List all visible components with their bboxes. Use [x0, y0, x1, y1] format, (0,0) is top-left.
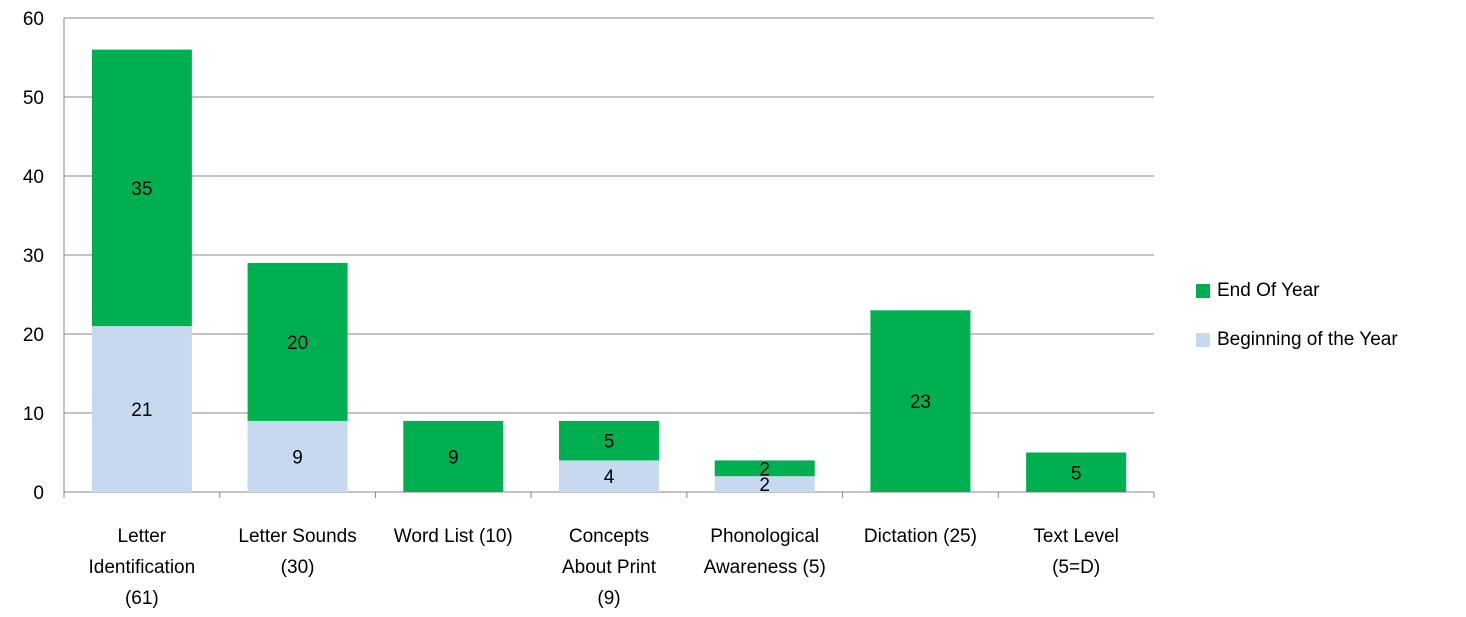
category-label: Concepts	[569, 526, 649, 547]
y-tick-label: 10	[23, 404, 44, 425]
data-label-end: 35	[131, 179, 152, 200]
y-axis-tick-labels: 0 10 20 30 40 50 60	[23, 9, 44, 504]
y-tick-label: 20	[23, 325, 44, 346]
gridlines	[63, 17, 1155, 498]
category-label: Phonological	[710, 526, 819, 547]
bar-beginning	[714, 476, 815, 492]
category-label: About Print	[562, 557, 657, 578]
category-label: (5=D)	[1052, 557, 1100, 578]
category-label: Dictation (25)	[864, 526, 977, 547]
y-tick-label: 50	[23, 88, 44, 109]
bar-end	[247, 262, 348, 421]
category-label: Letter Sounds	[238, 526, 356, 547]
data-label-end: 5	[1071, 463, 1082, 484]
category-label: Word List (10)	[394, 526, 513, 547]
data-labels: 21 35 9 20 9 4 5 22 23 5	[131, 179, 1081, 496]
legend: End Of Year Beginning of the Year	[1196, 278, 1398, 376]
legend-item-end-of-year: End Of Year	[1196, 278, 1398, 304]
data-label-end: 5	[604, 432, 615, 453]
legend-label-end-of-year: End Of Year	[1217, 280, 1320, 301]
bar-end	[403, 420, 504, 492]
bar-end	[870, 310, 971, 492]
data-label-beginning: 21	[131, 400, 152, 421]
data-label-beginning: 4	[604, 467, 615, 488]
category-label: Text Level	[1033, 526, 1119, 547]
y-tick-label: 40	[23, 167, 44, 188]
data-label-end: 20	[287, 333, 308, 354]
bar-beginning	[247, 420, 348, 492]
bar-end	[559, 420, 659, 461]
data-label-end: 23	[910, 392, 931, 413]
legend-item-beginning-of-year: Beginning of the Year	[1196, 327, 1398, 353]
category-labels: Letter Identification (61) Letter Sounds (30…	[89, 526, 1119, 609]
y-tick-label: 30	[23, 246, 44, 267]
bars	[91, 49, 1127, 492]
data-label-beginning: 2	[759, 475, 770, 496]
legend-swatch-beginning-of-year	[1196, 333, 1210, 347]
bar-end	[714, 460, 815, 477]
bar-end	[91, 49, 192, 327]
category-label: (30)	[281, 557, 315, 578]
data-label-beginning: 9	[292, 447, 303, 468]
y-tick-label: 60	[23, 9, 44, 30]
y-tick-label: 0	[33, 483, 44, 504]
bar-beginning	[559, 460, 659, 492]
category-label: (61)	[125, 588, 159, 609]
bar-beginning	[91, 326, 192, 492]
data-label-end: 9	[448, 447, 459, 468]
data-label-end: 2	[759, 459, 770, 480]
category-label: Letter	[118, 526, 167, 547]
category-label: (9)	[597, 588, 620, 609]
category-label: Identification	[89, 557, 196, 578]
bar-end	[1026, 452, 1127, 492]
category-label: Awareness (5)	[704, 557, 826, 578]
legend-label-beginning-of-year: Beginning of the Year	[1217, 329, 1398, 350]
legend-swatch-end-of-year	[1196, 284, 1210, 298]
